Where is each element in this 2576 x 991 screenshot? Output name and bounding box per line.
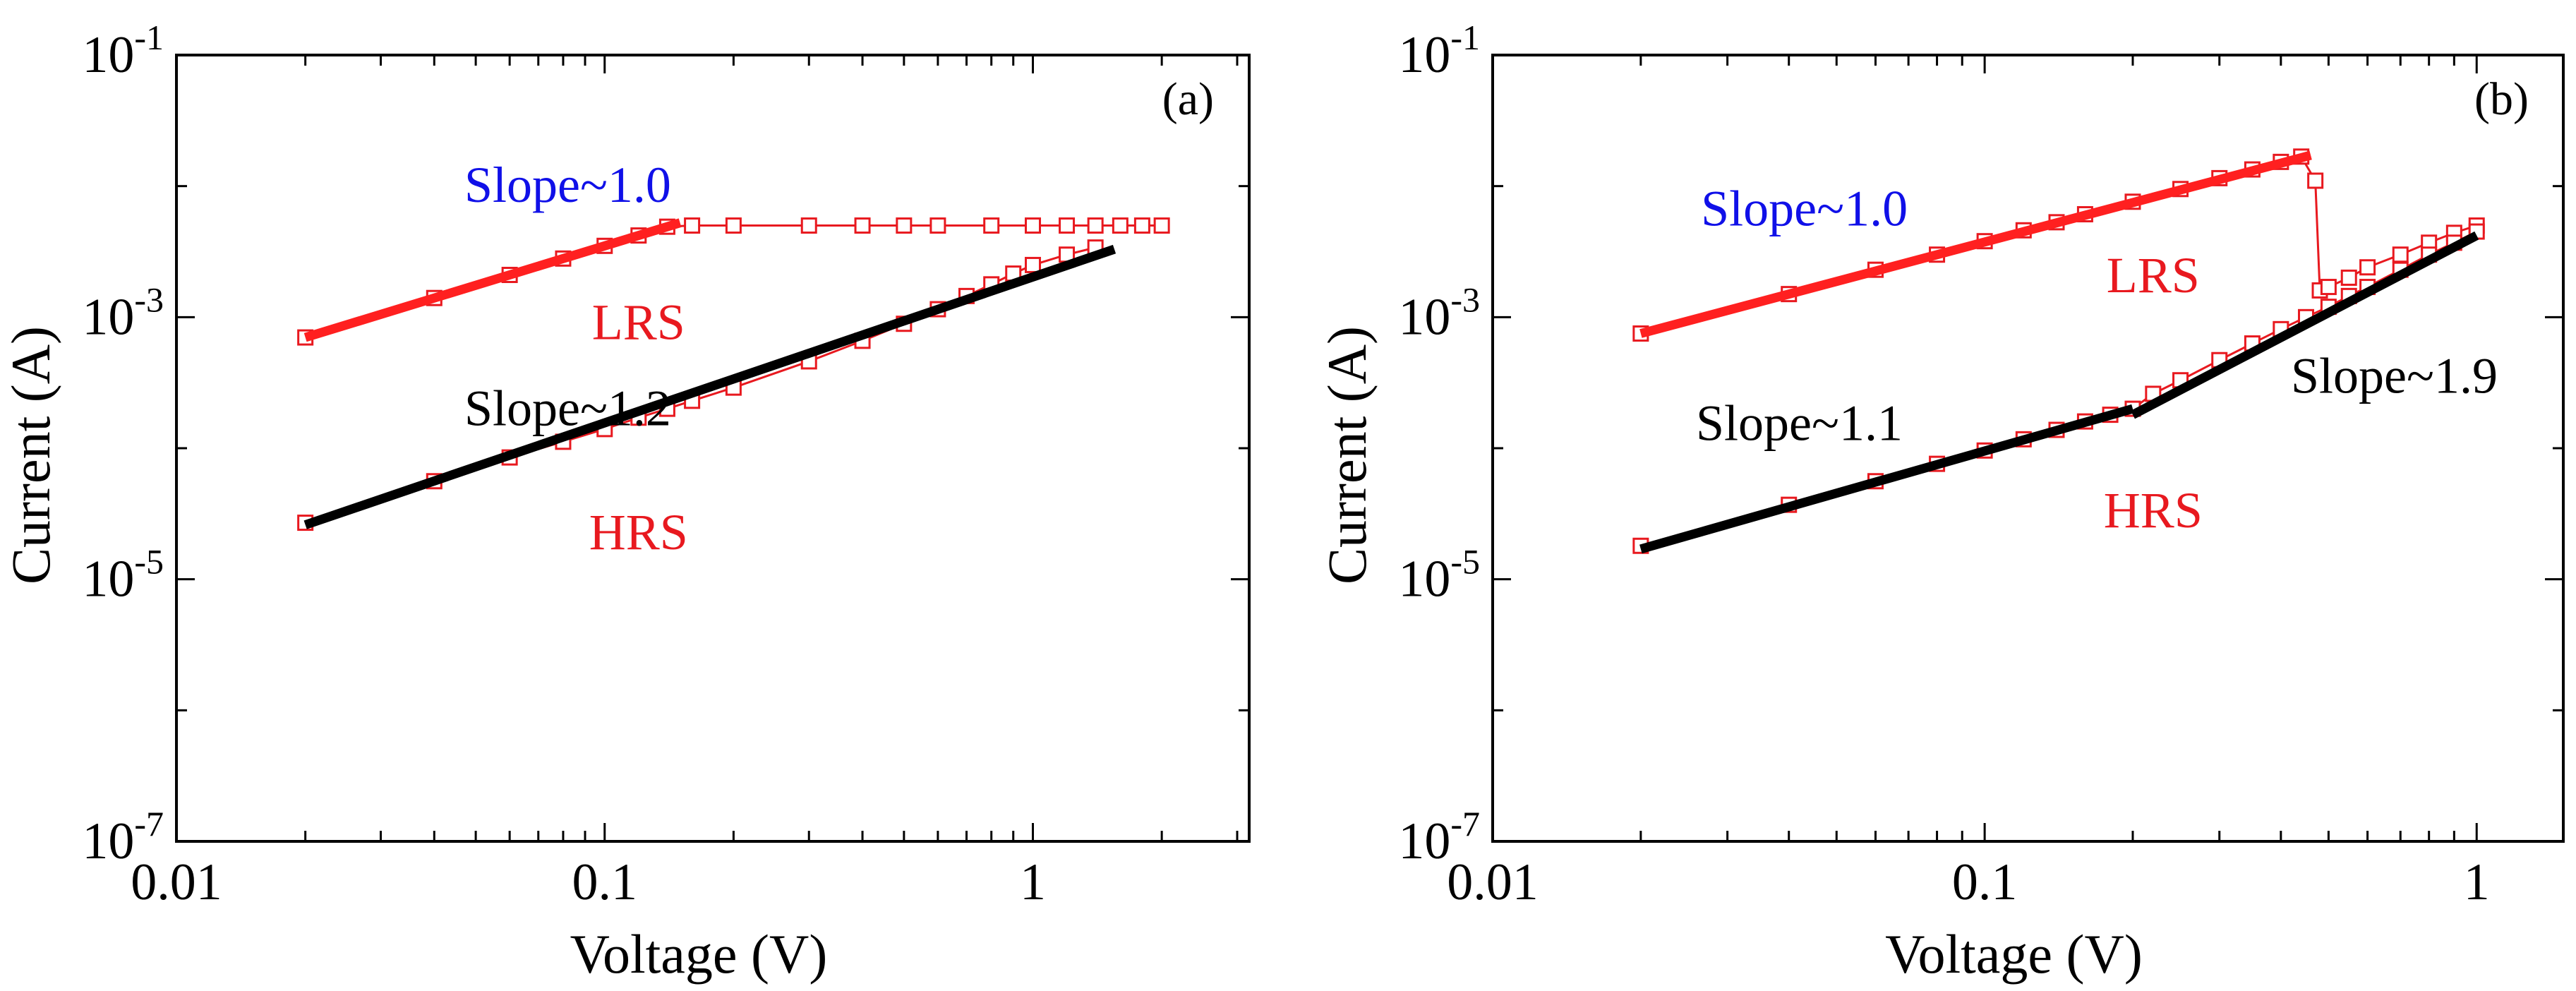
lrs-data-point bbox=[854, 217, 871, 234]
x-tick-label: 0.01 bbox=[1447, 853, 1539, 911]
lrs-data-point bbox=[983, 217, 1000, 234]
annotation-slope-1-0: Slope~1.0 bbox=[464, 157, 671, 213]
annotation-hrs: HRS bbox=[2104, 482, 2203, 539]
panel-label: (b) bbox=[2474, 73, 2529, 125]
annotation-slope-1-0: Slope~1.0 bbox=[1701, 181, 1908, 237]
lrs-fit-line bbox=[303, 218, 682, 342]
y-axis-title: Current (A) bbox=[0, 326, 61, 584]
y-tick-label: 10-5 bbox=[82, 542, 164, 608]
lrs-fit-line bbox=[1639, 150, 2312, 338]
x-axis-title: Voltage (V) bbox=[570, 923, 828, 985]
x-tick-label: 0.01 bbox=[131, 853, 222, 911]
lrs-data-point bbox=[929, 217, 946, 234]
panel-b-chart: 0.01 0.1 1 10-7 10-5 10-3 10-1 Voltage (V) Curre… bbox=[1316, 18, 2565, 985]
y-tick-label: 10-5 bbox=[1398, 542, 1480, 608]
lrs-data-point bbox=[1025, 217, 1042, 234]
lrs-data-point bbox=[1059, 217, 1076, 234]
y-tick-label: 10-1 bbox=[1398, 18, 1480, 84]
x-tick-label: 0.1 bbox=[572, 853, 638, 911]
plot-frame bbox=[175, 54, 1251, 843]
lrs-data-point bbox=[2392, 246, 2409, 263]
y-tick-label: 10-7 bbox=[82, 804, 164, 870]
lrs-data-point bbox=[800, 217, 817, 234]
lrs-data-point bbox=[2320, 279, 2337, 296]
y-axis-title: Current (A) bbox=[1316, 326, 1378, 584]
annotation-hrs: HRS bbox=[589, 504, 688, 560]
annotation-lrs: LRS bbox=[592, 294, 685, 350]
panel-a-chart: 0.01 0.1 1 10-7 10-5 10-3 10-1 Voltage (V) Curre… bbox=[0, 18, 1251, 985]
lrs-data-point bbox=[1133, 217, 1150, 234]
hrs-data-point bbox=[1025, 256, 1042, 273]
hrs-fit-line bbox=[303, 244, 1117, 529]
y-tick-label: 10-3 bbox=[82, 280, 164, 346]
lrs-data-point bbox=[1153, 217, 1170, 234]
plot-frame bbox=[1491, 54, 2565, 843]
lrs-data-point bbox=[2340, 269, 2357, 286]
y-tick-label: 10-3 bbox=[1398, 280, 1480, 346]
lrs-data-point bbox=[2359, 259, 2376, 276]
x-tick-label: 1 bbox=[1020, 853, 1046, 911]
hrs-fit-2-line bbox=[2130, 231, 2479, 419]
x-tick-label: 0.1 bbox=[1952, 853, 2018, 911]
lrs-data-point bbox=[1112, 217, 1128, 234]
x-tick-label: 1 bbox=[2464, 853, 2490, 911]
lrs-data-point bbox=[725, 217, 742, 234]
lrs-data-point bbox=[2307, 172, 2324, 189]
annotation-slope-1-9: Slope~1.9 bbox=[2291, 347, 2498, 404]
y-tick-label: 10-7 bbox=[1398, 804, 1480, 870]
panel-label: (a) bbox=[1162, 73, 1214, 125]
lrs-data-point bbox=[1087, 217, 1104, 234]
hrs-fit-1-line bbox=[1639, 404, 2134, 554]
annotation-lrs: LRS bbox=[2107, 247, 2200, 304]
annotation-slope-1-2: Slope~1.2 bbox=[464, 380, 671, 436]
lrs-data-point bbox=[684, 217, 701, 234]
annotation-slope-1-1: Slope~1.1 bbox=[1696, 395, 1903, 452]
y-tick-label: 10-1 bbox=[82, 18, 164, 84]
lrs-data-point bbox=[896, 217, 913, 234]
x-axis-title: Voltage (V) bbox=[1885, 923, 2143, 985]
